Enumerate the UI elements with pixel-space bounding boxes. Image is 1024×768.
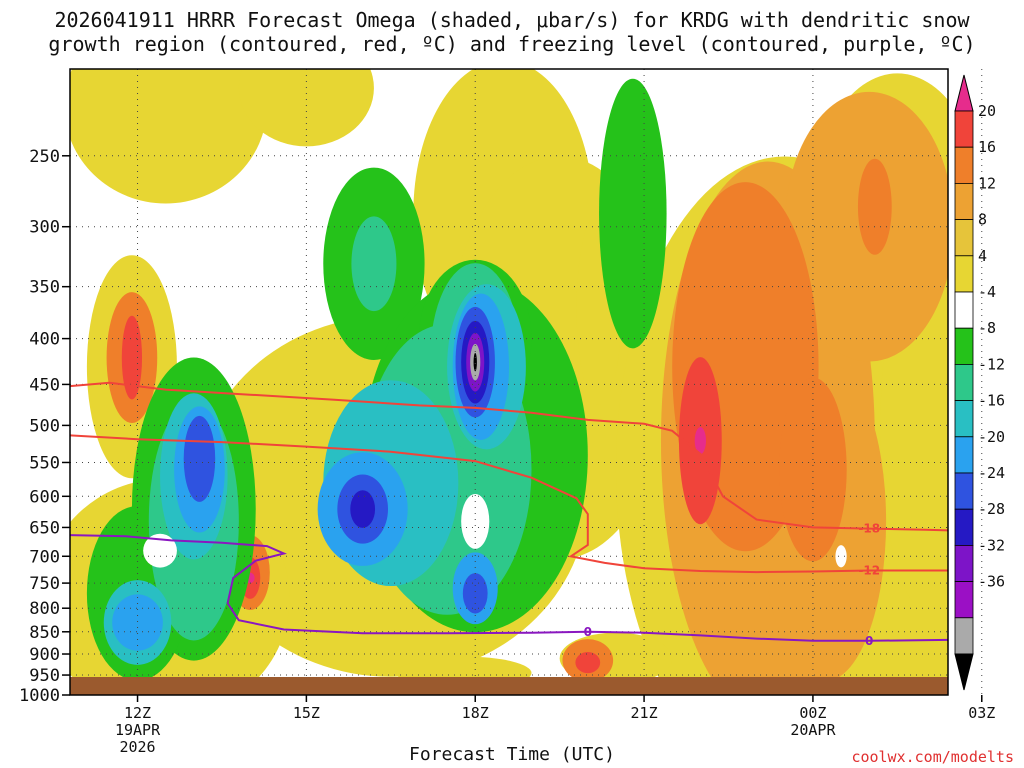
y-tick-label-650: 650 [29, 518, 60, 538]
omega-blob-26 [121, 315, 143, 400]
contour-label-3: 0 [865, 634, 873, 648]
y-tick-label-450: 450 [29, 375, 60, 395]
y-tick-label-950: 950 [29, 666, 60, 686]
colorbar-label-0: 20 [978, 102, 996, 120]
ground-band [70, 677, 948, 695]
colorbar-seg-1 [954, 146, 974, 184]
x-axis-label: Forecast Time (UTC) [409, 744, 615, 765]
omega-hole-2 [835, 545, 847, 568]
colorbar-seg-13 [954, 581, 974, 619]
omega-blob-1 [238, 69, 374, 147]
contour-label-0: -18 [858, 522, 880, 536]
x-tick-sub2-12Z: 2026 [119, 738, 155, 756]
x-tick-sub1-00Z: 20APR [790, 721, 836, 739]
y-tick-label-850: 850 [29, 623, 60, 643]
y-tick-label-700: 700 [29, 547, 60, 567]
colorbar-label-1: 16 [978, 138, 996, 156]
plot-frame [69, 68, 949, 696]
x-tick-label-12Z: 12Z [124, 704, 151, 722]
omega-blob-24 [575, 651, 601, 674]
y-tick-label-500: 500 [29, 416, 60, 436]
colorbar-label-10: -24 [978, 464, 1005, 482]
omega-blob-51 [462, 573, 488, 614]
y-tick-label-300: 300 [29, 218, 60, 238]
x-tick-label-21Z: 21Z [631, 704, 658, 722]
x-tick-label-03Z: 03Z [968, 704, 995, 722]
chart-title-line1: 2026041911 HRRR Forecast Omega (shaded, … [54, 8, 970, 32]
colorbar-label-13: -36 [978, 573, 1005, 591]
omega-blob-48 [183, 415, 216, 502]
colorbar-seg-11 [954, 508, 974, 546]
chart-title-line2: growth region (contoured, red, ºC) and f… [48, 32, 976, 56]
colorbar-seg-3 [954, 219, 974, 257]
credit-text: coolwx.com/modelts [851, 748, 1014, 766]
colorbar-seg-14 [954, 617, 974, 655]
y-tick-label-350: 350 [29, 278, 60, 298]
colorbar-label-12: -32 [978, 536, 1005, 554]
x-tick-label-15Z: 15Z [293, 704, 320, 722]
y-tick-label-250: 250 [29, 147, 60, 167]
y-tick-label-550: 550 [29, 453, 60, 473]
omega-hole-0 [461, 494, 490, 549]
omega-blob-0 [70, 69, 267, 204]
omega-blob-31 [599, 78, 667, 349]
colorbar-seg-4 [954, 255, 974, 293]
colorbar-label-9: -20 [978, 428, 1005, 446]
y-tick-label-400: 400 [29, 330, 60, 350]
colorbar-seg-8 [954, 400, 974, 438]
colorbar-seg-0 [954, 110, 974, 148]
colorbar-label-11: -28 [978, 500, 1005, 518]
omega-blob-56 [473, 353, 477, 372]
colorbar-label-8: -16 [978, 392, 1005, 410]
x-tick-label-18Z: 18Z [462, 704, 489, 722]
colorbar-seg-5 [954, 291, 974, 329]
omega-blob-52 [350, 490, 376, 528]
colorbar-label-2: 12 [978, 174, 996, 192]
colorbar-seg-6 [954, 327, 974, 365]
contour-freezing-level [70, 534, 948, 642]
contour-label-1: -12 [858, 563, 880, 577]
y-tick-label-750: 750 [29, 574, 60, 594]
y-tick-label-1000: 1000 [19, 686, 60, 706]
y-tick-label-900: 900 [29, 645, 60, 665]
contour-label-2: 0 [584, 625, 592, 639]
colorbar-label-6: -8 [978, 319, 996, 337]
contour-dendritic-minus12 [70, 434, 948, 574]
x-tick-label-00Z: 00Z [799, 704, 826, 722]
x-tick-sub1-12Z: 19APR [115, 721, 161, 739]
y-tick-label-800: 800 [29, 599, 60, 619]
omega-blob-27 [694, 427, 706, 455]
colorbar-seg-2 [954, 182, 974, 220]
colorbar-seg-9 [954, 436, 974, 474]
y-tick-label-600: 600 [29, 487, 60, 507]
colorbar-label-4: 4 [978, 247, 987, 265]
colorbar-seg-12 [954, 545, 974, 583]
colorbar-bottom-arrow [954, 653, 974, 691]
omega-blob-36 [351, 216, 397, 312]
colorbar-label-5: -4 [978, 283, 996, 301]
omega-blob-18 [779, 377, 847, 562]
omega-hole-1 [143, 533, 177, 568]
colorbar-label-7: -12 [978, 355, 1005, 373]
colorbar-seg-7 [954, 363, 974, 401]
contour-dendritic-minus18 [70, 381, 948, 532]
omega-blob-46 [112, 594, 163, 651]
colorbar-label-3: 8 [978, 211, 987, 229]
omega-blob-19 [857, 158, 892, 255]
colorbar-seg-10 [954, 472, 974, 510]
colorbar-top-arrow [954, 74, 974, 112]
